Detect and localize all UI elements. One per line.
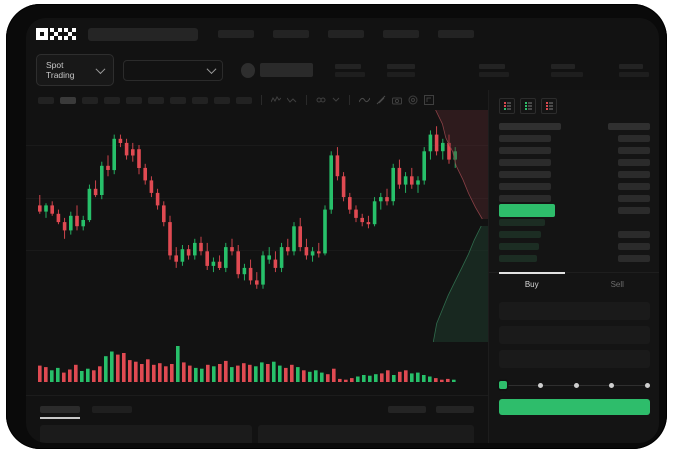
top-navigation-bar	[26, 18, 659, 50]
stat-block	[387, 63, 415, 77]
orderbook-bid-row[interactable]	[499, 216, 650, 228]
orderbook-mode-both[interactable]	[499, 98, 515, 114]
indicator-icon[interactable]	[271, 96, 281, 104]
orderbook-ask-row[interactable]	[499, 132, 650, 144]
market-depth-overlay	[432, 110, 488, 342]
orderbook-spread-row	[499, 203, 650, 217]
spot-trading-dropdown[interactable]: Spot Trading	[36, 54, 114, 86]
template-icon[interactable]	[316, 96, 326, 104]
volume-histogram	[38, 346, 456, 382]
timeframe-chip-8[interactable]	[214, 96, 230, 104]
settings-icon[interactable]	[408, 95, 418, 105]
orderbook-header	[499, 120, 650, 132]
timeframe-chip-9[interactable]	[236, 96, 252, 104]
fullscreen-icon[interactable]	[424, 95, 434, 105]
slider-step-25[interactable]	[537, 382, 543, 388]
buy-sell-tabs: Buy Sell	[489, 272, 659, 296]
chart-gridline	[26, 250, 488, 251]
stat-block	[551, 63, 583, 77]
compare-icon[interactable]	[287, 96, 297, 104]
global-search-input[interactable]	[88, 27, 198, 41]
last-price-value	[260, 63, 313, 77]
tab-order-history[interactable]	[92, 406, 132, 413]
orderbook-mode-bids[interactable]	[520, 98, 536, 114]
stat-block	[335, 63, 365, 77]
device-bezel: Spot Trading	[6, 4, 667, 449]
pair-coin-avatar	[240, 62, 256, 78]
order-amount-slider[interactable]	[499, 380, 650, 390]
timeframe-chip-3[interactable]	[104, 96, 120, 104]
dropdown-icon[interactable]	[332, 96, 340, 104]
orders-tab-row	[40, 406, 474, 419]
orderbook-mode-switcher	[489, 90, 659, 118]
market-stats	[313, 63, 649, 77]
tab-buy[interactable]: Buy	[489, 272, 575, 296]
market-subheader: Spot Trading	[26, 50, 659, 90]
price-chart-area[interactable]	[26, 110, 488, 395]
nav-item-1[interactable]	[273, 30, 309, 38]
slider-step-75[interactable]	[609, 382, 615, 388]
nav-item-4[interactable]	[438, 30, 474, 38]
nav-item-3[interactable]	[383, 30, 419, 38]
slider-handle[interactable]	[499, 381, 507, 389]
trading-pair-selector[interactable]	[123, 59, 223, 81]
tab-open-orders[interactable]	[40, 406, 80, 419]
stat-block	[619, 63, 649, 77]
timeframe-chip-5[interactable]	[148, 96, 164, 104]
timeframe-chip-2[interactable]	[82, 96, 98, 104]
order-field-total[interactable]	[499, 350, 650, 368]
chevron-down-icon	[206, 63, 217, 74]
chevron-down-icon	[95, 63, 106, 74]
orderbook-ask-row[interactable]	[499, 180, 650, 192]
orders-placeholder-row	[40, 425, 474, 443]
nav-item-2[interactable]	[328, 30, 364, 38]
toolbar-divider	[261, 95, 262, 105]
nav-item-0[interactable]	[218, 30, 254, 38]
chart-gridline	[26, 198, 488, 199]
camera-icon[interactable]	[392, 96, 402, 105]
timeframe-chip-6[interactable]	[170, 96, 186, 104]
timeframe-chip-4[interactable]	[126, 96, 142, 104]
orders-action-1[interactable]	[436, 406, 474, 413]
orderbook-ask-row[interactable]	[499, 144, 650, 156]
order-field-price[interactable]	[499, 302, 650, 320]
orderbook-bid-row[interactable]	[499, 252, 650, 264]
okx-logo[interactable]	[36, 28, 76, 40]
orders-actions	[388, 406, 474, 413]
device-screen: Spot Trading	[26, 18, 659, 443]
orderbook-trade-panel: Buy Sell	[488, 90, 659, 443]
slider-step-100[interactable]	[645, 382, 650, 388]
chart-toolbar	[26, 90, 659, 110]
magnet-icon[interactable]	[376, 95, 386, 105]
toolbar-divider	[349, 95, 350, 105]
toolbar-divider	[306, 95, 307, 105]
orderbook-ask-row[interactable]	[499, 156, 650, 168]
orders-placeholder-right	[258, 425, 474, 443]
spot-trading-label: Spot Trading	[46, 60, 75, 80]
stat-block	[479, 63, 509, 77]
timeframe-chip-1[interactable]	[60, 96, 76, 104]
slider-step-50[interactable]	[573, 382, 579, 388]
orders-placeholder-left	[40, 425, 252, 443]
orderbook-bid-row[interactable]	[499, 228, 650, 240]
orderbook-ask-row[interactable]	[499, 192, 650, 204]
orderbook-rows	[489, 118, 659, 264]
timeframe-chip-0[interactable]	[38, 96, 54, 104]
submit-buy-button[interactable]	[499, 399, 650, 415]
timeframe-chip-7[interactable]	[192, 96, 208, 104]
chart-gridline	[26, 145, 488, 146]
tab-sell[interactable]: Sell	[610, 280, 624, 289]
orders-action-0[interactable]	[388, 406, 426, 413]
line-chart-icon[interactable]	[359, 96, 370, 104]
orders-section	[26, 395, 488, 443]
orderbook-ask-row[interactable]	[499, 168, 650, 180]
orderbook-mode-asks[interactable]	[541, 98, 557, 114]
orderbook-bid-row[interactable]	[499, 240, 650, 252]
order-field-amount[interactable]	[499, 326, 650, 344]
candlestick-series	[38, 126, 457, 289]
